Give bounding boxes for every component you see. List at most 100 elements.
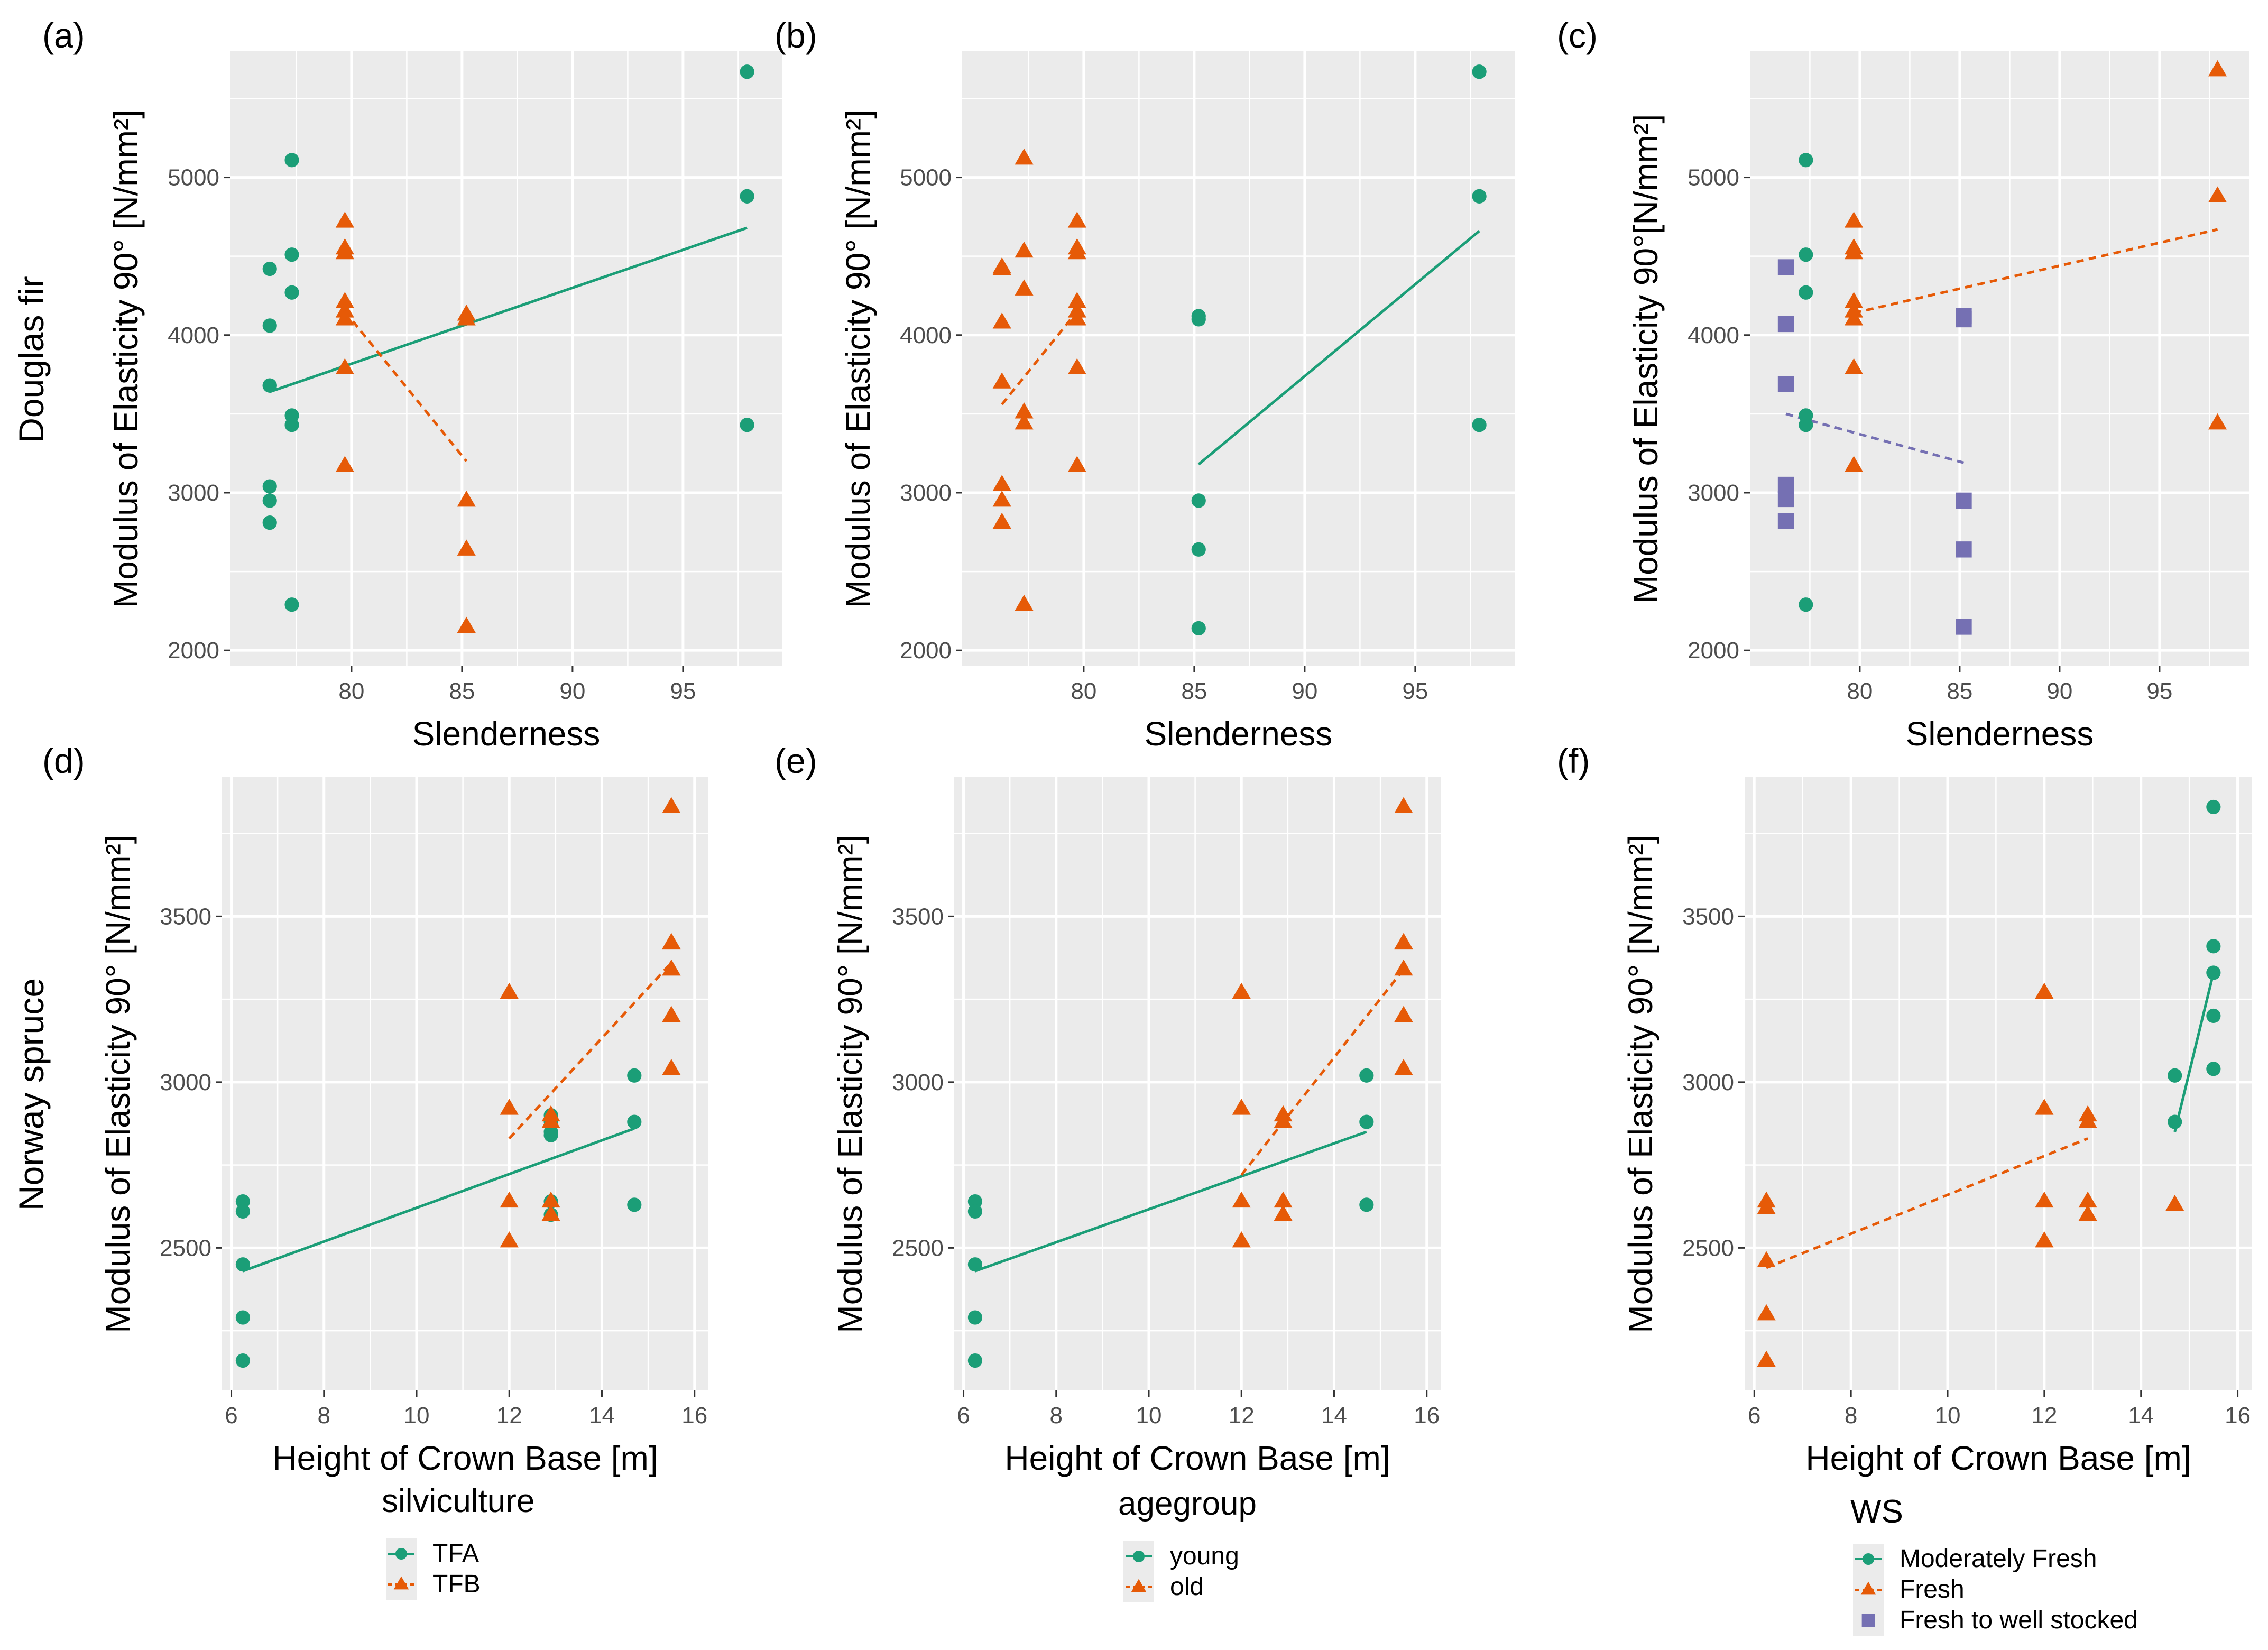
data-point-tfa (262, 261, 277, 276)
data-point-moderately-fresh (1799, 597, 1813, 612)
data-point-moderately-fresh (1799, 153, 1813, 168)
x-tick-label: 8 (318, 1403, 330, 1428)
data-point-tfb (335, 243, 354, 260)
data-point-tfb (457, 491, 476, 507)
y-tick-label: 5000 (1688, 165, 1739, 191)
data-point-old (1067, 243, 1086, 260)
data-point-old (992, 312, 1011, 329)
data-point-old (992, 372, 1011, 389)
y-tick-label: 3500 (160, 904, 211, 929)
data-point-fresh (2165, 1195, 2184, 1211)
data-point-tfa (262, 318, 277, 333)
fit-line-young (1197, 230, 1480, 466)
data-point-old (992, 475, 1011, 491)
panel-label: (b) (775, 16, 817, 55)
data-point-old (1232, 982, 1251, 999)
data-point-old (992, 491, 1011, 507)
data-point-old (1394, 1058, 1413, 1075)
data-point-young (1359, 1068, 1374, 1083)
plot-background (962, 51, 1515, 666)
data-point-tfa (740, 189, 754, 204)
data-point-fresh (2078, 1204, 2097, 1221)
data-point-old (1274, 1191, 1293, 1208)
data-point-tfb (457, 539, 476, 556)
panel-label: (e) (775, 741, 817, 780)
y-axis-label: Modulus of Elasticity 90°[N/mm²] (1627, 114, 1665, 603)
data-point-old (1394, 933, 1413, 950)
x-tick-label: 85 (1947, 678, 1972, 704)
data-point-tfa (740, 64, 754, 79)
data-point-tfa (284, 285, 299, 300)
fit-line-fresh (1854, 228, 2218, 315)
data-point-tfb (335, 309, 354, 326)
data-point-young (967, 1194, 983, 1209)
x-tick-label: 16 (681, 1403, 707, 1428)
data-point-fresh (1757, 1198, 1776, 1214)
data-point-tfa (543, 1124, 558, 1139)
legend-label: young (1170, 1542, 1239, 1570)
legend-label: Fresh to well stocked (1900, 1606, 2138, 1634)
x-tick-label: 10 (404, 1403, 430, 1428)
x-tick-label: 14 (589, 1403, 615, 1428)
data-point-tfa (284, 597, 299, 612)
data-point-young (1472, 418, 1487, 432)
data-point-tfb (541, 1112, 560, 1128)
data-point-fresh (1844, 211, 1864, 228)
data-point-old (1067, 211, 1086, 228)
data-point-tfb (662, 1058, 681, 1075)
plot-background (1745, 777, 2252, 1390)
y-tick-label: 2500 (1682, 1235, 1734, 1261)
y-tick-label: 2000 (1688, 638, 1739, 663)
data-point-tfa (627, 1197, 642, 1212)
data-point-tfa (235, 1310, 251, 1325)
plot-background (954, 777, 1441, 1390)
panel-b: 80 85 90 95 2000 3000 4000 5000 Slenderness Modul… (775, 16, 1515, 753)
y-axis-label: Modulus of Elasticity 90° [N/mm²] (107, 109, 145, 608)
x-tick-label: 16 (2225, 1403, 2251, 1428)
y-tick-label: 3500 (892, 904, 944, 929)
plot-background (230, 51, 782, 666)
data-point-tfb (541, 1204, 560, 1221)
legend: agegroup young old (1118, 1486, 1257, 1602)
data-point-moderately-fresh (2206, 939, 2221, 954)
legend-marker-moderately-fresh (1862, 1553, 1875, 1565)
y-tick-label: 3000 (892, 1070, 944, 1095)
y-axis-label: Modulus of Elasticity 90° [N/mm²] (839, 109, 877, 608)
data-point-young (1472, 64, 1487, 79)
data-point-old (1232, 1231, 1251, 1248)
data-point-moderately-fresh (2168, 1114, 2182, 1129)
fit-line-old (1240, 969, 1405, 1176)
legend-label: old (1170, 1573, 1204, 1601)
data-point-fresh-to-well-stocked (1777, 491, 1794, 508)
data-point-tfb (500, 1099, 519, 1115)
x-axis-label: Slenderness (1145, 715, 1333, 753)
data-point-old (1015, 594, 1034, 611)
x-axis-label: Height of Crown Base [m] (272, 1439, 658, 1477)
y-tick-label: 3000 (900, 480, 952, 506)
legend-title: agegroup (1118, 1486, 1257, 1522)
data-point-old (1067, 456, 1086, 472)
x-tick-label: 85 (1181, 678, 1207, 704)
panel-e: 6 8 10 12 14 16 2500 3000 3500 Height of Crown Ba… (775, 741, 1441, 1602)
data-point-old (1274, 1112, 1293, 1128)
data-point-tfa (740, 418, 754, 432)
legend-title: WS (1850, 1494, 1903, 1530)
data-point-tfb (541, 1191, 560, 1208)
data-point-moderately-fresh (2206, 799, 2221, 815)
y-tick-label: 3000 (168, 480, 219, 506)
data-point-fresh (2035, 1099, 2054, 1115)
data-point-moderately-fresh (1799, 418, 1813, 432)
data-point-tfa (235, 1257, 251, 1272)
data-point-tfa (284, 418, 299, 432)
panel-d: 6 8 10 12 14 16 2500 3000 3500 Height of Crown Ba… (42, 741, 708, 1600)
fit-line-tfa (269, 226, 748, 393)
y-tick-label: 2500 (160, 1235, 211, 1261)
data-point-fresh (2035, 1231, 2054, 1248)
data-point-tfa (627, 1114, 642, 1129)
fit-line-fresh-to-well-stocked (1785, 412, 1965, 464)
data-point-moderately-fresh (2168, 1068, 2182, 1083)
data-point-old (1274, 1204, 1293, 1221)
x-axis-label: Slenderness (412, 715, 601, 753)
data-point-fresh (2208, 413, 2227, 430)
